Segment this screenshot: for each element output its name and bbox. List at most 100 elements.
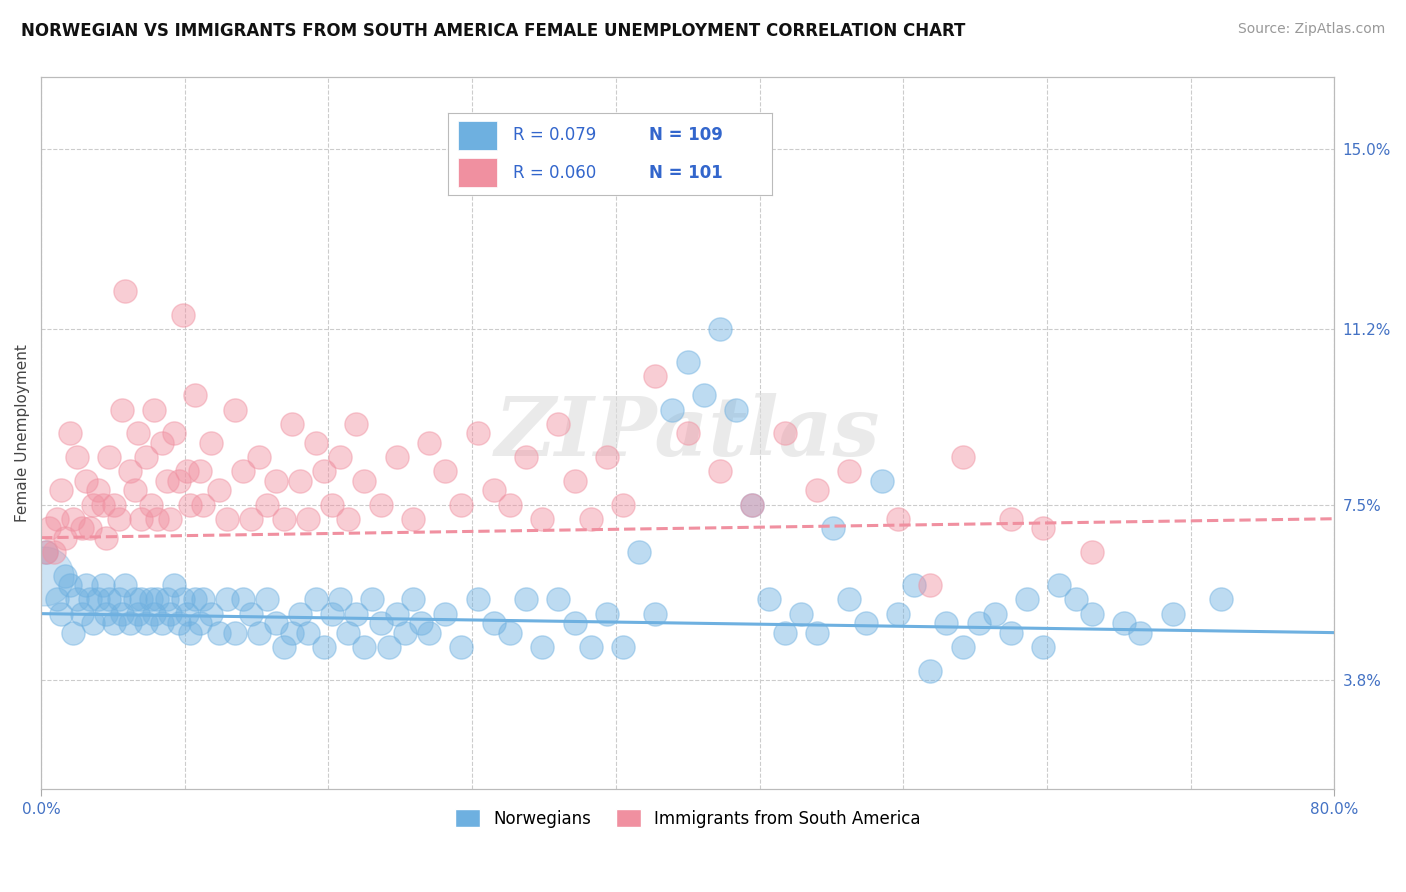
Point [1161, 607, 1184, 621]
Point [596, 450, 619, 464]
Point [297, 512, 319, 526]
Point [838, 592, 860, 607]
Point [935, 616, 957, 631]
Point [86, 592, 108, 607]
Point [434, 607, 457, 621]
Point [377, 640, 399, 654]
Text: Source: ZipAtlas.com: Source: ZipAtlas.com [1237, 22, 1385, 37]
Point [693, 388, 716, 402]
Point [741, 498, 763, 512]
Point [1000, 512, 1022, 526]
Point [1017, 592, 1039, 607]
Point [758, 592, 780, 607]
Point [124, 483, 146, 498]
Point [1081, 545, 1104, 559]
Point [70, 607, 93, 621]
Point [86, 483, 108, 498]
Point [288, 474, 311, 488]
Point [107, 512, 129, 526]
Point [855, 616, 877, 631]
Point [256, 498, 278, 512]
Point [118, 464, 141, 478]
Point [38, 521, 60, 535]
Point [240, 512, 263, 526]
Point [103, 616, 125, 631]
Point [183, 388, 205, 402]
Point [264, 474, 287, 488]
Point [107, 592, 129, 607]
Point [98, 450, 121, 464]
Point [179, 498, 201, 512]
Point [264, 616, 287, 631]
Point [118, 616, 141, 631]
Point [1032, 521, 1054, 535]
Point [75, 474, 97, 488]
Point [321, 498, 343, 512]
Point [114, 284, 136, 298]
Point [59, 426, 82, 441]
Point [131, 512, 153, 526]
Point [172, 308, 194, 322]
Point [984, 607, 1007, 621]
Point [579, 512, 602, 526]
Point [321, 607, 343, 621]
Point [725, 402, 748, 417]
Point [370, 616, 392, 631]
Point [482, 483, 505, 498]
Point [143, 607, 166, 621]
Point [146, 592, 169, 607]
Point [200, 435, 222, 450]
Point [176, 607, 198, 621]
Point [46, 512, 69, 526]
Point [806, 483, 828, 498]
Point [499, 625, 522, 640]
Point [434, 464, 457, 478]
Point [450, 498, 472, 512]
Point [661, 402, 683, 417]
Point [531, 640, 554, 654]
Point [273, 512, 295, 526]
Point [49, 483, 72, 498]
Point [1081, 607, 1104, 621]
Point [329, 450, 352, 464]
Point [628, 545, 651, 559]
Point [135, 450, 157, 464]
Point [79, 521, 101, 535]
Point [370, 498, 392, 512]
Point [82, 498, 104, 512]
Point [596, 607, 619, 621]
Point [385, 450, 408, 464]
Point [167, 616, 190, 631]
Point [32, 568, 55, 582]
Point [91, 498, 114, 512]
Point [920, 664, 942, 678]
Point [790, 607, 813, 621]
Point [127, 607, 149, 621]
Point [1049, 578, 1071, 592]
Point [952, 450, 974, 464]
Point [467, 592, 489, 607]
Point [35, 545, 58, 559]
Point [709, 464, 731, 478]
Point [709, 322, 731, 336]
Point [91, 578, 114, 592]
Text: NORWEGIAN VS IMMIGRANTS FROM SOUTH AMERICA FEMALE UNEMPLOYMENT CORRELATION CHART: NORWEGIAN VS IMMIGRANTS FROM SOUTH AMERI… [21, 22, 966, 40]
Point [280, 625, 302, 640]
Point [176, 464, 198, 478]
Point [208, 483, 231, 498]
Point [79, 592, 101, 607]
Point [402, 592, 425, 607]
Point [409, 616, 432, 631]
Point [62, 625, 84, 640]
Point [111, 402, 134, 417]
Point [305, 435, 328, 450]
Point [547, 592, 569, 607]
Point [1211, 592, 1233, 607]
Point [515, 592, 537, 607]
Point [418, 435, 440, 450]
Point [773, 625, 796, 640]
Point [741, 498, 763, 512]
Point [297, 625, 319, 640]
Point [208, 625, 231, 640]
Point [42, 545, 65, 559]
